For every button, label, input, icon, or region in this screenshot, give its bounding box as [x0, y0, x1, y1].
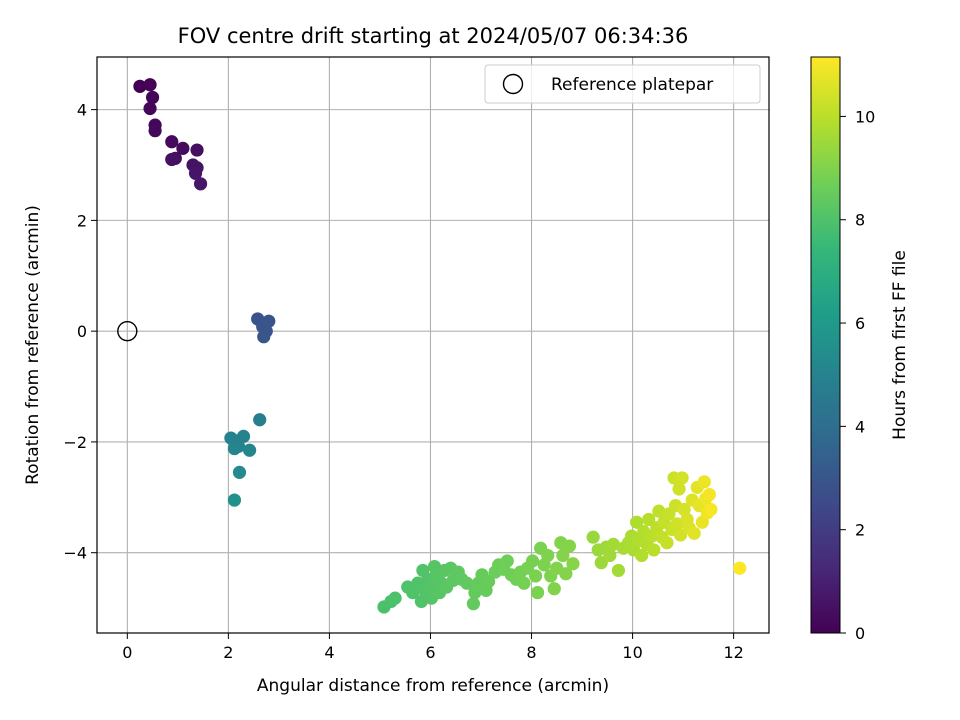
colorbar-ticks: 0 2 4 6 8 10: [840, 107, 875, 643]
data-point: [562, 539, 577, 553]
data-point: [556, 548, 570, 563]
data-point: [232, 465, 247, 479]
colorbar-tick-label: 8: [855, 211, 865, 230]
data-point: [143, 101, 157, 116]
data-point: [670, 517, 684, 531]
data-point: [660, 536, 674, 550]
data-point: [642, 512, 656, 527]
data-point: [500, 554, 514, 568]
data-point: [675, 471, 689, 485]
colorbar-tick-label: 4: [855, 417, 865, 436]
data-point: [566, 557, 580, 571]
x-tick-label: 6: [425, 643, 435, 662]
data-point: [242, 443, 257, 457]
data-point: [630, 515, 644, 529]
colorbar-tick-label: 6: [855, 314, 865, 333]
data-point: [253, 413, 267, 427]
x-axis-label: Angular distance from reference (arcmin): [257, 676, 609, 696]
data-point: [466, 597, 481, 611]
data-point: [652, 504, 666, 518]
x-tick-label: 12: [723, 643, 743, 662]
data-point: [148, 124, 162, 138]
data-point: [702, 487, 716, 502]
data-point: [481, 574, 496, 589]
data-point: [188, 166, 203, 180]
data-point: [611, 563, 626, 578]
data-point: [143, 78, 157, 92]
x-tick-label: 8: [526, 643, 536, 662]
y-tick-label: −4: [63, 544, 87, 563]
data-point: [733, 561, 747, 575]
data-point: [586, 530, 600, 544]
data-point: [635, 548, 649, 563]
plot-frame: [96, 56, 770, 634]
y-tick-label: 2: [77, 211, 87, 230]
data-point: [704, 502, 718, 517]
data-point: [460, 576, 474, 590]
grid: [97, 57, 769, 633]
y-axis-label: Rotation from reference (arcmin): [23, 205, 43, 485]
y-tick-label: −2: [63, 433, 87, 452]
data-points: [133, 78, 747, 614]
x-tick-label: 10: [622, 643, 642, 662]
data-point: [603, 548, 617, 563]
data-point: [190, 143, 204, 157]
data-point: [697, 475, 711, 489]
data-point: [145, 90, 160, 105]
reference-point: [117, 320, 138, 342]
data-point: [687, 526, 701, 540]
y-axis: −4 −2 0 2 4: [63, 101, 97, 563]
colorbar-tick-label: 0: [855, 624, 865, 643]
data-point: [672, 482, 686, 496]
colorbar-tick-label: 2: [855, 521, 865, 540]
colorbar-tick-label: 10: [855, 107, 875, 126]
data-point: [541, 548, 555, 563]
data-point: [193, 177, 208, 191]
y-tick-label: 4: [77, 101, 87, 120]
x-tick-label: 2: [223, 643, 233, 662]
legend: Reference platepar: [484, 64, 761, 104]
data-point: [388, 591, 402, 605]
data-point: [133, 79, 147, 93]
chart-title: FOV centre drift starting at 2024/05/07 …: [178, 24, 689, 48]
data-point: [647, 543, 661, 557]
data-point: [525, 554, 540, 568]
y-tick-label: 0: [77, 322, 87, 341]
data-point: [227, 493, 242, 507]
data-point: [517, 576, 531, 590]
data-point: [606, 537, 620, 551]
data-point: [227, 441, 242, 456]
data-point: [530, 585, 545, 600]
colorbar: 0 2 4 6 8 10 Hours from first FF file: [810, 56, 910, 643]
colorbar-label: Hours from first FF file: [890, 250, 910, 440]
reference-marker: [117, 320, 138, 342]
x-tick-label: 0: [122, 643, 132, 662]
x-axis: 0 2 4 6 8 10 12: [122, 633, 744, 662]
legend-box: [484, 64, 761, 104]
x-tick-label: 4: [324, 643, 334, 662]
data-point: [165, 152, 179, 167]
legend-label: Reference platepar: [551, 75, 713, 95]
data-point: [528, 569, 543, 583]
data-point: [559, 567, 573, 581]
legend-marker: [502, 73, 524, 95]
data-point: [257, 330, 271, 344]
data-point: [547, 582, 561, 596]
data-point: [414, 594, 428, 609]
data-point: [176, 141, 190, 155]
colorbar-gradient: [810, 56, 841, 634]
data-point: [165, 135, 179, 149]
data-point: [677, 502, 691, 517]
